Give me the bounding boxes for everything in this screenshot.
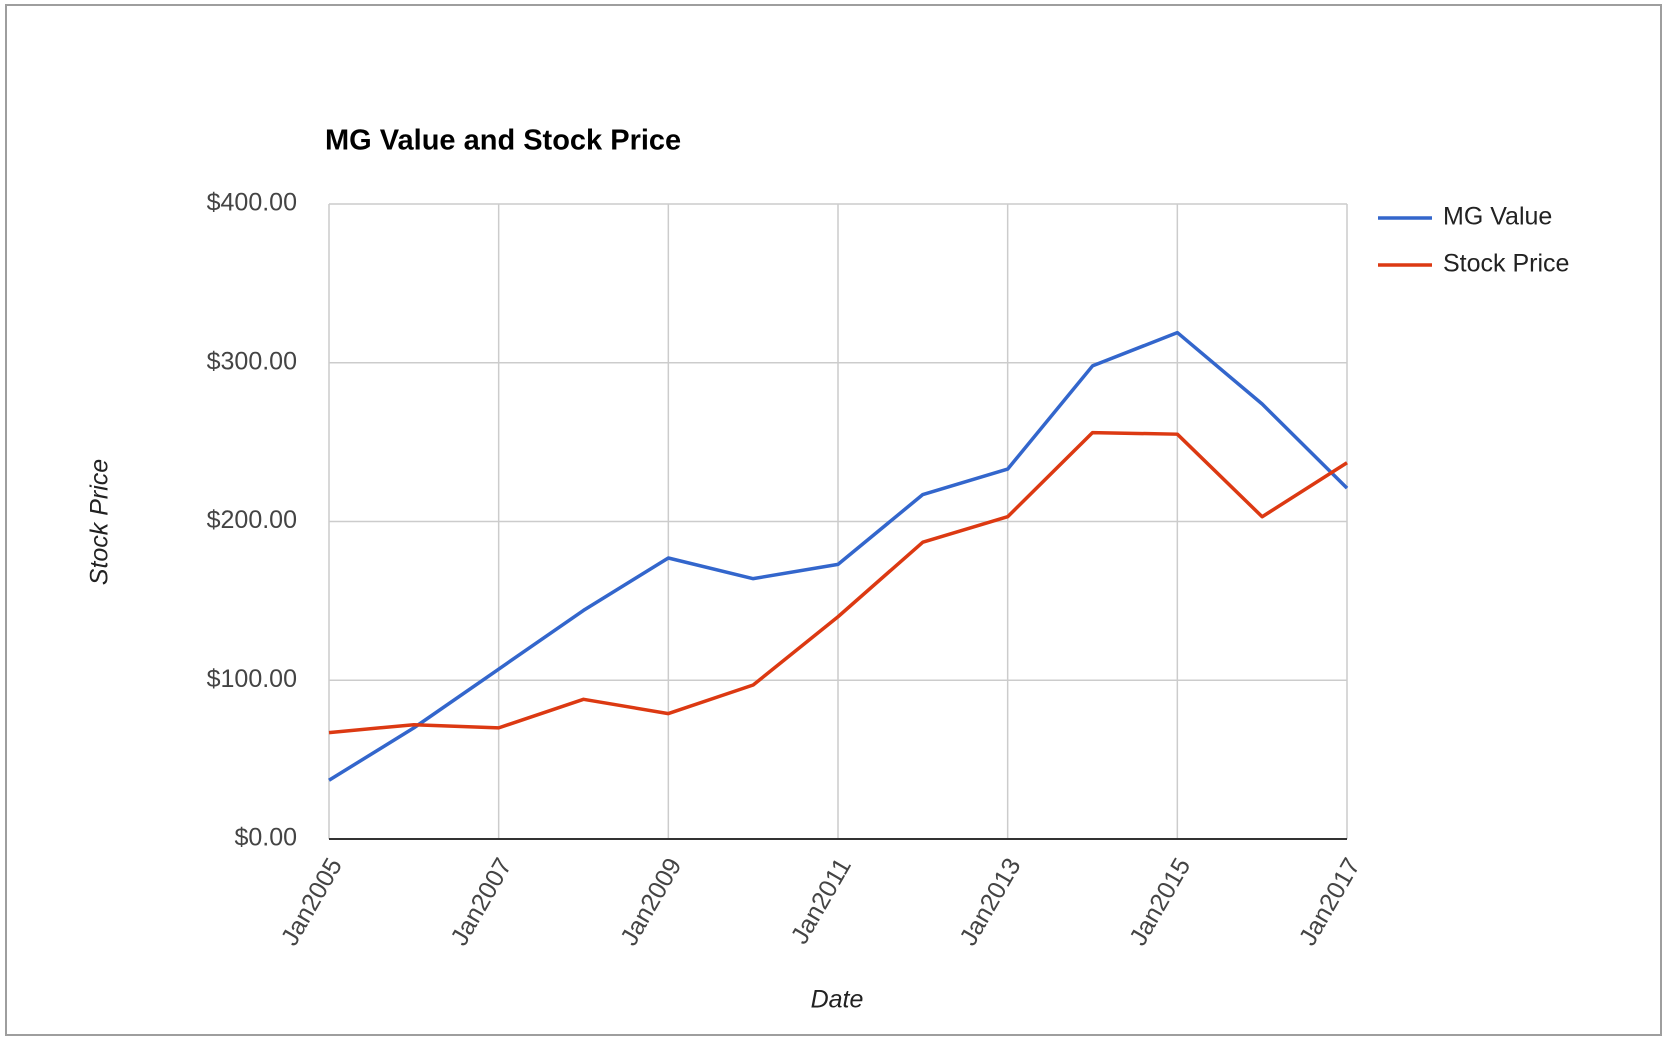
y-tick-label: $200.00 xyxy=(207,506,297,534)
legend-label: Stock Price xyxy=(1443,250,1569,278)
data-line xyxy=(328,430,1348,735)
chart-frame xyxy=(5,4,1662,1036)
y-tick-label: $400.00 xyxy=(207,189,297,217)
y-tick-label: $300.00 xyxy=(207,347,297,375)
chart-title: MG Value and Stock Price xyxy=(325,125,681,157)
y-tick-label: $100.00 xyxy=(207,665,297,693)
legend-label: MG Value xyxy=(1443,203,1552,231)
y-tick-label: $0.00 xyxy=(234,824,297,852)
y-axis-label: Stock Price xyxy=(86,459,114,585)
x-axis-label: Date xyxy=(811,986,864,1014)
data-line xyxy=(328,330,1349,782)
